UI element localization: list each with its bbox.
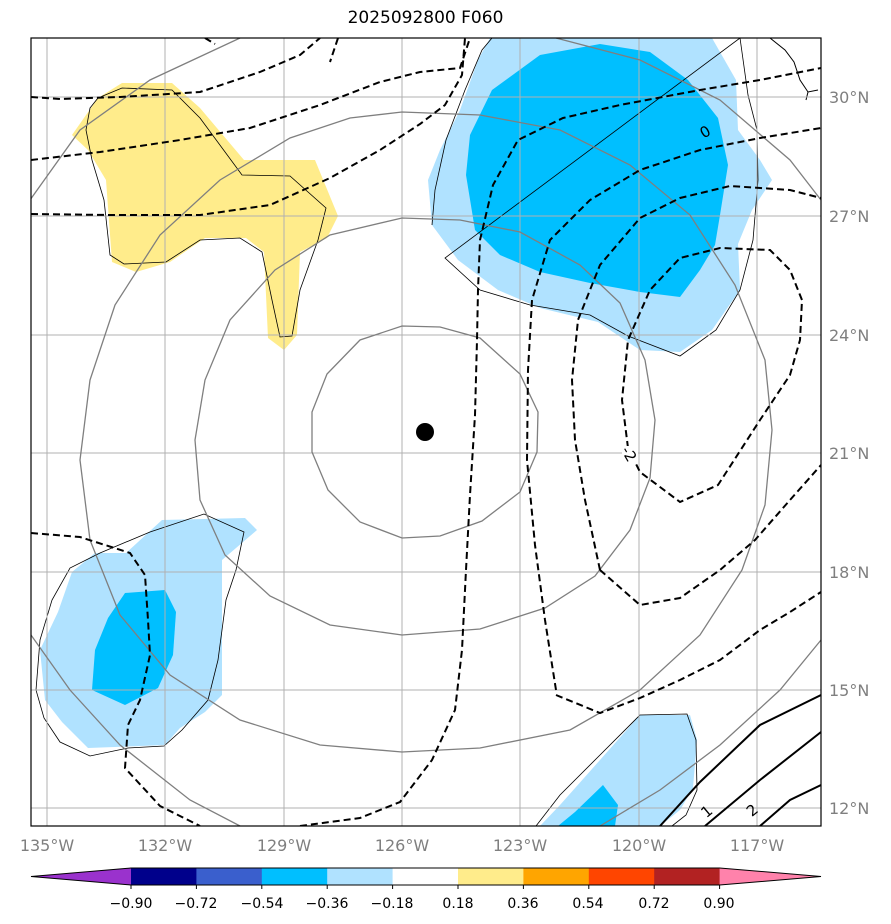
colorbar-tick-label: −0.18 — [371, 896, 414, 912]
anomaly-outline — [85, 87, 327, 338]
colorbar-tick-label: −0.72 — [175, 896, 218, 912]
map-plot-area: 0 -2 1 2 — [31, 38, 821, 826]
colorbar-segment — [131, 868, 197, 885]
lat-tick-label: 24°N — [829, 326, 869, 345]
lat-tick-label: 21°N — [829, 444, 869, 463]
strong-negative-anomaly-se — [558, 785, 618, 826]
colorbar-segment — [588, 868, 655, 885]
solid-contours — [659, 694, 821, 826]
colorbar-segment — [654, 868, 721, 885]
lon-tick-label: 135°W — [20, 836, 75, 855]
anomaly-outline — [535, 713, 698, 826]
lat-tick-label: 30°N — [829, 88, 869, 107]
lat-tick-label: 15°N — [829, 681, 869, 700]
latitude-labels: 30°N 27°N 24°N 21°N 18°N 15°N 12°N — [829, 88, 869, 818]
lon-tick-label: 123°W — [493, 836, 548, 855]
colorbar — [30, 867, 822, 889]
map-title: 2025092800 F060 — [347, 8, 504, 28]
lat-tick-label: 18°N — [829, 563, 869, 582]
colorbar-labels: −0.90 −0.72 −0.54 −0.36 −0.18 0.18 0.36 … — [110, 896, 735, 912]
longitude-labels: 135°W 132°W 129°W 126°W 123°W 120°W 117°… — [20, 836, 785, 855]
colorbar-segment — [458, 868, 524, 885]
range-rings — [31, 38, 821, 826]
colorbar-tick-label: 0.36 — [507, 896, 538, 912]
colorbar-tick-label: −0.54 — [241, 896, 284, 912]
coastline — [769, 38, 819, 101]
anomaly-outline — [35, 513, 245, 757]
storm-center-marker — [416, 423, 434, 441]
contour-label: 2 — [743, 800, 762, 820]
lat-tick-label: 12°N — [829, 799, 869, 818]
colorbar-extend-high — [719, 868, 821, 885]
negative-anomaly-shading-se — [540, 715, 697, 826]
colorbar-segment — [196, 868, 263, 885]
colorbar-extend-low — [31, 868, 131, 885]
lon-tick-label: 126°W — [375, 836, 430, 855]
strong-negative-anomaly-sw — [92, 590, 176, 705]
lon-tick-label: 129°W — [257, 836, 312, 855]
colorbar-tick-label: 0.90 — [703, 896, 734, 912]
colorbar-segment — [327, 868, 394, 885]
colorbar-segment — [392, 868, 459, 885]
colorbar-tick-label: 0.72 — [638, 896, 669, 912]
lon-tick-label: 132°W — [138, 836, 193, 855]
map-frame — [30, 37, 822, 827]
dashed-contours — [31, 38, 821, 826]
lon-tick-label: 117°W — [730, 836, 785, 855]
colorbar-tick-label: −0.90 — [110, 896, 153, 912]
colorbar-segment — [261, 868, 328, 885]
colorbar-tick-label: −0.36 — [306, 896, 349, 912]
strong-negative-anomaly-ne — [466, 44, 728, 297]
colorbar-tick-label: 0.54 — [572, 896, 603, 912]
colorbar-segment — [523, 868, 590, 885]
gridlines — [31, 38, 821, 826]
lon-tick-label: 120°W — [612, 836, 667, 855]
colorbar-tick-label: 0.18 — [442, 896, 473, 912]
lat-tick-label: 27°N — [829, 207, 869, 226]
